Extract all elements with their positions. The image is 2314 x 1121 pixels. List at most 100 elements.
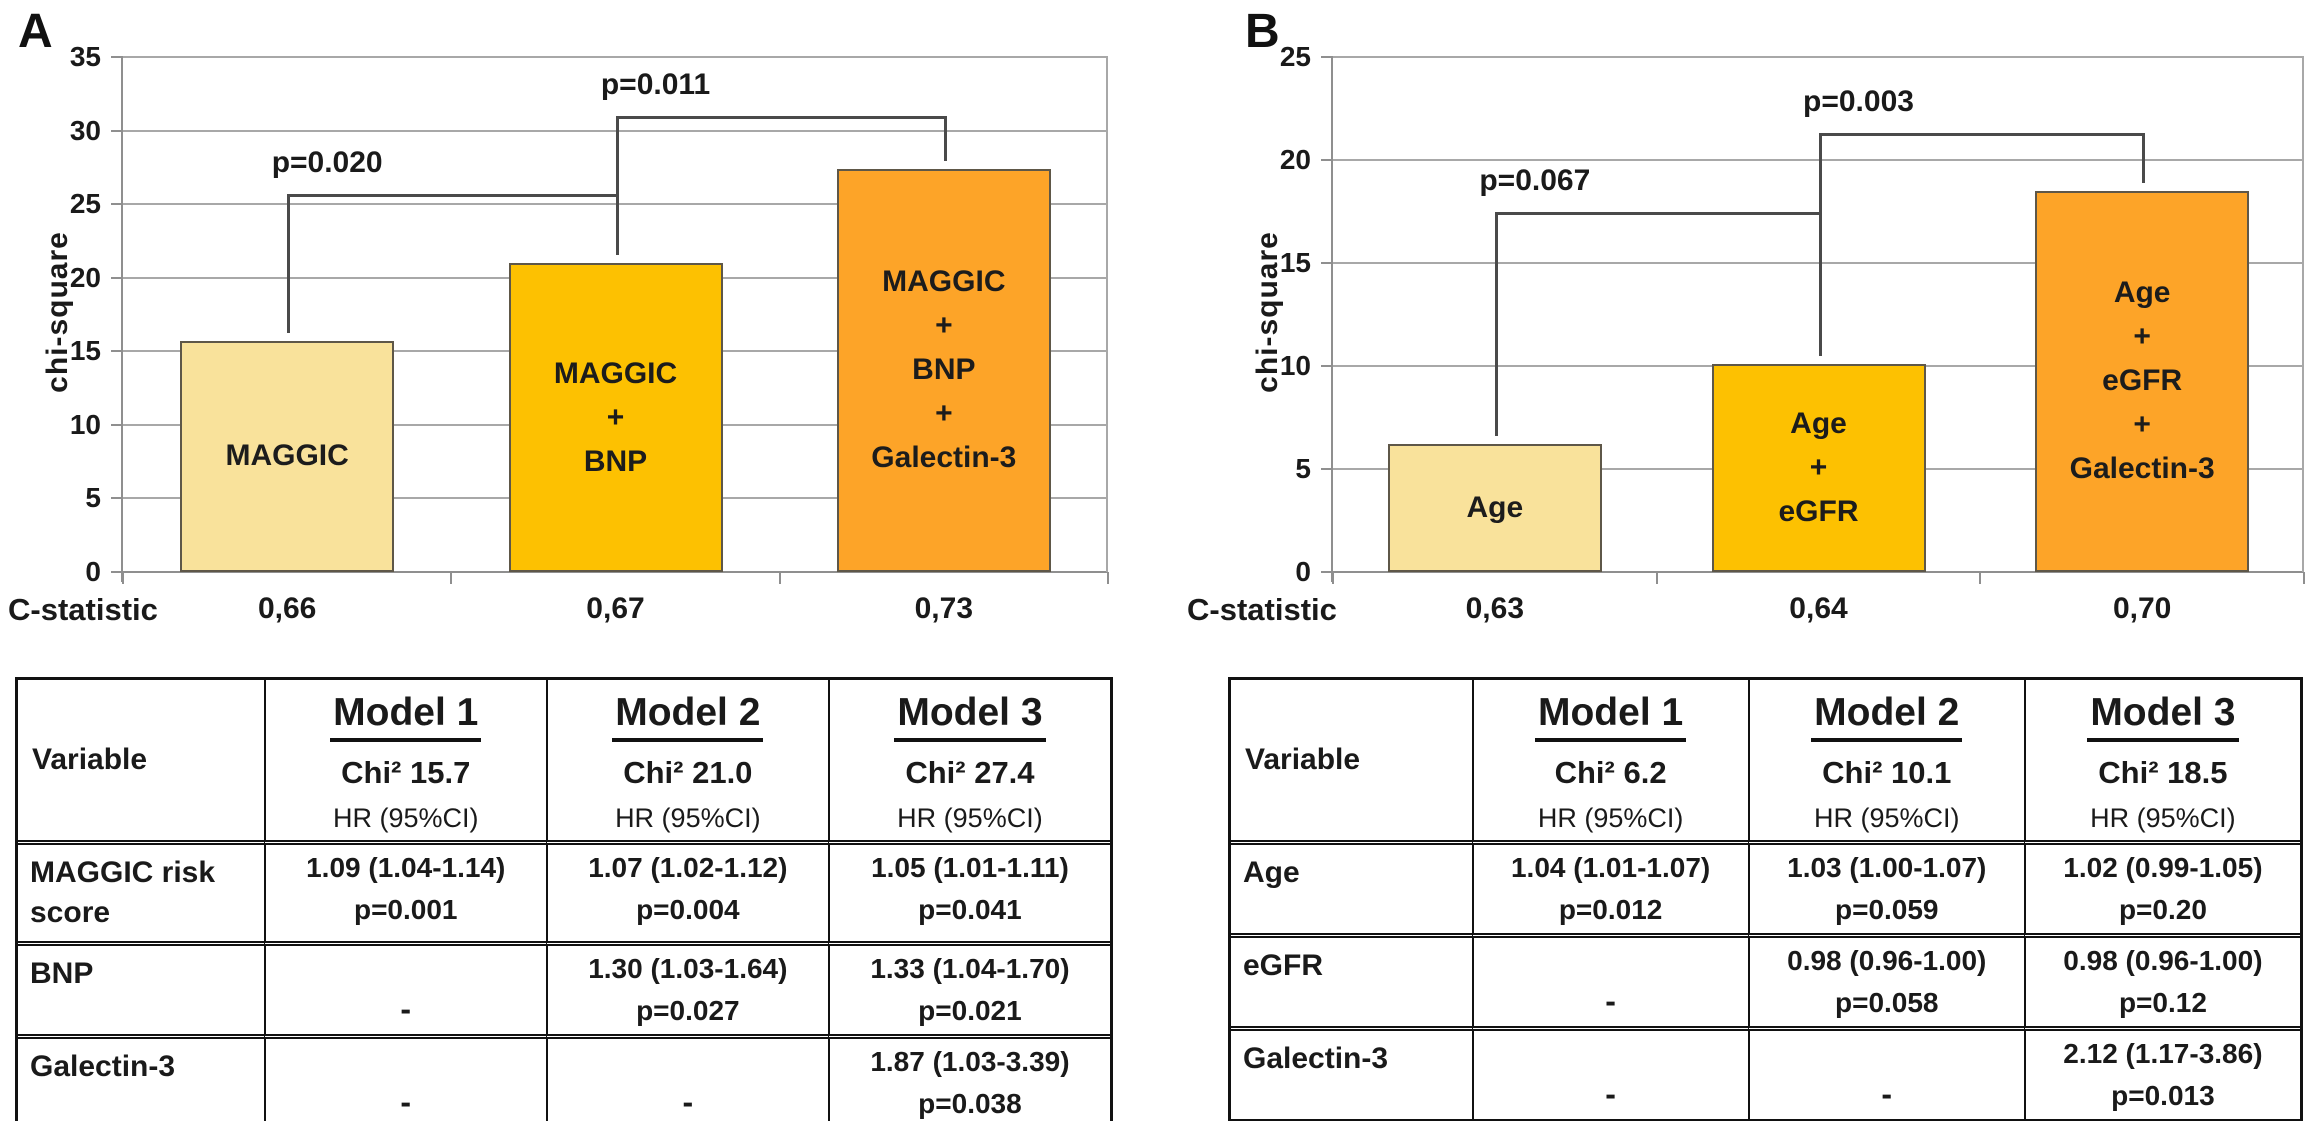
y-axis-tick-mark — [111, 203, 123, 206]
hr-cell: 1.03 (1.00-1.07) p=0.059 — [1747, 840, 2024, 933]
p-value: p=0.038 — [918, 1088, 1022, 1119]
hazard-ratio-value: 1.33 (1.04-1.70) — [870, 953, 1070, 984]
cell-content: 2.12 (1.17-3.86) p=0.013 — [2030, 1033, 2296, 1117]
variable-name: eGFR — [1231, 933, 1472, 1026]
model-hr-label: HR (95%CI) — [332, 802, 479, 833]
cell-content: - — [552, 1041, 824, 1121]
y-axis-tick-label: 0 — [1295, 556, 1311, 587]
significance-bracket-line — [615, 115, 947, 119]
y-axis-tick-label: 20 — [69, 261, 101, 293]
cell-content: - — [1478, 1033, 1744, 1117]
bar-label: + — [2133, 408, 2151, 442]
empty-cell: - — [1471, 933, 1748, 1026]
x-axis-tick-mark — [1332, 572, 1334, 584]
bar-label: MAGGIC — [553, 356, 678, 390]
c-statistic-value: 0,63 — [1465, 592, 1525, 625]
x-axis-tick-mark — [778, 572, 781, 584]
bar-1: MAGGIC — [180, 340, 395, 572]
p-value: p=0.001 — [353, 894, 458, 925]
x-axis-tick-mark — [2303, 572, 2305, 584]
bar-label: + — [1809, 450, 1828, 484]
panel-a: A chi-square C-statistic 0 5 10 15 20 25 30 35 M… — [8, 5, 1113, 1121]
p-value: p=0.004 — [636, 894, 740, 925]
model-column-header: Model 3 Chi² 27.4 HR (95%CI) — [827, 680, 1110, 840]
y-axis-tick-label: 30 — [69, 114, 101, 146]
model-chi-square: Chi² 27.4 — [905, 754, 1035, 790]
model-hr-label: HR (95%CI) — [615, 802, 761, 833]
significance-bracket-line — [287, 193, 619, 197]
hazard-ratio-value: 1.03 (1.00-1.07) — [1787, 852, 1987, 883]
significance-bracket-line — [2142, 133, 2146, 183]
x-axis-line — [1333, 571, 2304, 573]
hr-cell: 1.07 (1.02-1.12) p=0.004 — [545, 840, 828, 941]
x-axis-tick-mark — [1655, 572, 1658, 584]
y-axis-tick-label: 5 — [1295, 453, 1311, 484]
gridline — [1333, 56, 2304, 58]
variable-name: Galectin-3 — [18, 1034, 264, 1121]
panel-b: B chi-square C-statistic 0 5 10 15 20 25 Age 0,… — [1157, 0, 2314, 1121]
hazard-ratio-value: 2.12 (1.17-3.86) — [2063, 1038, 2263, 1069]
hr-cell: 1.33 (1.04-1.70) p=0.021 — [827, 941, 1110, 1034]
table-row: Galectin-3 - - 2.12 (1.17-3.86) p=0.013 — [1231, 1026, 2300, 1119]
y-axis-tick-label: 15 — [1279, 247, 1311, 278]
model-name: Model 1 — [330, 691, 482, 742]
y-axis-tick-mark — [1321, 262, 1333, 264]
model-hr-label: HR (95%CI) — [1813, 802, 1960, 833]
y-axis-tick-label: 25 — [1279, 41, 1311, 72]
no-value-dash: - — [400, 991, 412, 1027]
y-axis-tick-label: 25 — [69, 188, 101, 220]
bar-2: Age + eGFR — [1711, 363, 1926, 572]
hr-cell: 0.98 (0.96-1.00) p=0.058 — [1747, 933, 2024, 1026]
cell-content: 1.87 (1.03-3.39) p=0.038 — [834, 1041, 1106, 1121]
p-value-label: p=0.003 — [1803, 85, 1914, 119]
no-value-dash: - — [1605, 1076, 1616, 1112]
table-header-row: Variable Model 1 Chi² 6.2 HR (95%CI) Model 2… — [1231, 680, 2300, 840]
model-hr-label: HR (95%CI) — [1537, 802, 1684, 833]
plot-right-border — [2302, 57, 2304, 572]
hazard-ratio-value: 1.30 (1.03-1.64) — [588, 953, 788, 984]
bar-label: Age — [2113, 276, 2171, 310]
empty-cell: - — [263, 1034, 546, 1121]
p-value: p=0.027 — [636, 995, 740, 1026]
model-chi-square: Chi² 18.5 — [2098, 754, 2228, 790]
model-column-header: Model 2 Chi² 21.0 HR (95%CI) — [545, 680, 828, 840]
table-row: Galectin-3 - - 1.87 (1.03-3.39) p=0.038 — [18, 1034, 1110, 1121]
c-statistic-value: 0,67 — [586, 592, 645, 625]
y-axis-tick-mark — [111, 129, 123, 132]
variable-name: Age — [1231, 840, 1472, 933]
bar-label: MAGGIC — [225, 439, 349, 473]
cell-content: 1.04 (1.01-1.07) p=0.012 — [1478, 847, 1744, 931]
empty-cell: - — [1747, 1026, 2024, 1119]
significance-bracket-line — [287, 193, 291, 333]
y-axis-tick-label: 20 — [1279, 144, 1311, 175]
significance-bracket-line — [615, 115, 619, 255]
significance-bracket-line — [943, 115, 947, 161]
p-value: p=0.012 — [1558, 894, 1663, 925]
model-column-header: Model 1 Chi² 15.7 HR (95%CI) — [263, 680, 546, 840]
empty-cell: - — [545, 1034, 828, 1121]
bar-label: + — [935, 397, 953, 431]
cell-content: - — [270, 1041, 542, 1121]
y-axis-tick-label: 15 — [69, 335, 101, 367]
y-axis-line — [121, 57, 123, 582]
model-name: Model 1 — [1535, 691, 1687, 742]
bar-label: eGFR — [1778, 494, 1859, 528]
table-row: eGFR -0.98 (0.96-1.00) p=0.058 0.98 (0.96-1… — [1231, 933, 2300, 1026]
hr-cell: 1.05 (1.01-1.11) p=0.041 — [827, 840, 1110, 941]
p-value-label: p=0.067 — [1479, 163, 1591, 197]
p-value: p=0.021 — [918, 995, 1022, 1026]
p-value: p=0.12 — [2118, 987, 2207, 1018]
y-axis-tick-mark — [1321, 365, 1333, 367]
variable-column-header: Variable — [32, 743, 148, 776]
p-value: p=0.041 — [918, 894, 1022, 925]
bar-label: + — [606, 400, 625, 434]
no-value-dash: - — [1881, 1076, 1893, 1112]
bar-label: eGFR — [2102, 364, 2183, 398]
c-statistic-value: 0,64 — [1789, 592, 1848, 625]
hr-cell: 1.02 (0.99-1.05) p=0.20 — [2023, 840, 2300, 933]
bar-label: + — [935, 309, 953, 343]
model-name: Model 3 — [894, 691, 1046, 742]
model-name: Model 3 — [2087, 691, 2239, 742]
y-axis-tick-label: 5 — [85, 482, 101, 514]
variable-name: Galectin-3 — [1231, 1026, 1472, 1119]
